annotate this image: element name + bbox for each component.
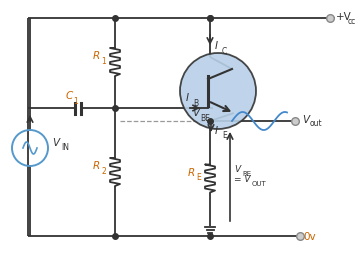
Text: C: C (222, 47, 227, 56)
Text: cc: cc (348, 16, 356, 26)
Text: E: E (222, 132, 227, 141)
Text: C: C (66, 91, 73, 101)
Text: 1: 1 (73, 97, 78, 105)
Text: 2: 2 (101, 166, 106, 176)
Text: out: out (310, 120, 323, 129)
Text: B: B (193, 99, 198, 108)
Text: V: V (234, 165, 240, 174)
Text: BE: BE (200, 114, 210, 123)
Text: IN: IN (61, 144, 69, 153)
Text: = V: = V (234, 175, 250, 184)
Text: R: R (93, 161, 100, 171)
Circle shape (180, 53, 256, 129)
Text: I: I (215, 41, 218, 51)
Text: V: V (302, 115, 309, 125)
Text: I: I (186, 93, 189, 103)
Text: RE: RE (242, 170, 251, 176)
Text: R: R (93, 51, 100, 61)
Text: R: R (188, 167, 195, 177)
Text: 0v: 0v (303, 232, 315, 242)
Text: V: V (192, 109, 199, 119)
Text: I: I (215, 126, 218, 136)
Text: V: V (52, 138, 59, 148)
Text: OUT: OUT (252, 180, 267, 187)
Text: +V: +V (336, 12, 352, 22)
Text: E: E (196, 173, 201, 182)
Text: 1: 1 (101, 57, 106, 66)
